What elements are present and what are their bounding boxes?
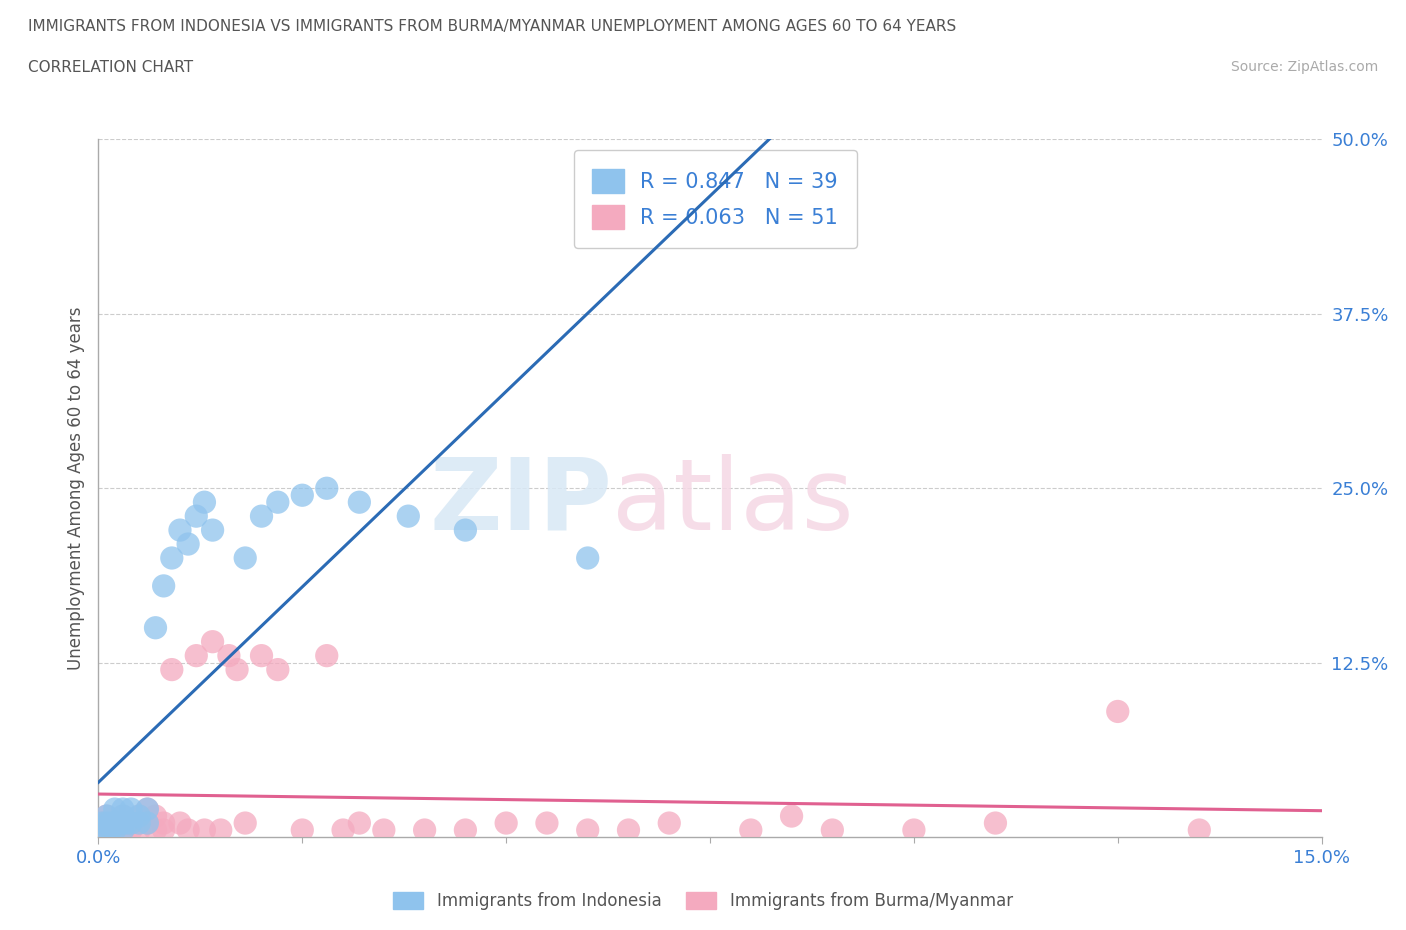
Point [349, 816, 371, 830]
Point [111, 823, 134, 837]
Point [120, 816, 142, 830]
Point [104, 802, 127, 817]
Point [226, 662, 249, 677]
Point [111, 823, 134, 837]
Point [396, 509, 419, 524]
Point [96, 823, 118, 837]
Point [177, 823, 200, 837]
Point [984, 816, 1007, 830]
Point [169, 523, 191, 538]
Point [111, 809, 134, 824]
Point [128, 823, 150, 837]
Point [96, 809, 118, 824]
Text: Source: ZipAtlas.com: Source: ZipAtlas.com [1230, 60, 1378, 74]
Point [136, 816, 159, 830]
Point [780, 809, 803, 824]
Point [454, 523, 477, 538]
Point [136, 816, 159, 830]
Point [209, 823, 232, 837]
Point [315, 481, 337, 496]
Point [96, 816, 118, 830]
Point [91, 823, 114, 837]
Legend: Immigrants from Indonesia, Immigrants from Burma/Myanmar: Immigrants from Indonesia, Immigrants fr… [387, 885, 1019, 917]
Point [100, 816, 122, 830]
Point [454, 823, 477, 837]
Point [193, 495, 215, 510]
Point [177, 537, 200, 551]
Text: atlas: atlas [612, 454, 853, 551]
Point [128, 816, 150, 830]
Point [349, 495, 371, 510]
Point [267, 662, 290, 677]
Point [136, 802, 159, 817]
Point [250, 509, 273, 524]
Point [160, 662, 183, 677]
Point [233, 551, 256, 565]
Point [536, 816, 558, 830]
Point [111, 802, 134, 817]
Point [201, 523, 224, 538]
Point [128, 809, 150, 824]
Point [120, 823, 142, 837]
Point [218, 648, 240, 663]
Point [96, 816, 118, 830]
Text: IMMIGRANTS FROM INDONESIA VS IMMIGRANTS FROM BURMA/MYANMAR UNEMPLOYMENT AMONG AG: IMMIGRANTS FROM INDONESIA VS IMMIGRANTS … [28, 19, 956, 33]
Point [576, 823, 599, 837]
Point [617, 823, 640, 837]
Point [315, 648, 337, 663]
Point [267, 495, 290, 510]
Point [193, 823, 215, 837]
Point [169, 816, 191, 830]
Point [115, 816, 138, 830]
Point [145, 620, 167, 635]
Point [152, 823, 174, 837]
Point [821, 823, 844, 837]
Point [373, 823, 395, 837]
Point [100, 823, 122, 837]
Point [903, 823, 925, 837]
Point [120, 816, 142, 830]
Point [495, 816, 517, 830]
Point [120, 802, 142, 817]
Point [233, 816, 256, 830]
Point [740, 823, 762, 837]
Point [128, 809, 150, 824]
Point [1107, 704, 1129, 719]
Point [108, 816, 131, 830]
Point [91, 816, 114, 830]
Point [186, 509, 208, 524]
Point [91, 823, 114, 837]
Point [111, 816, 134, 830]
Point [201, 634, 224, 649]
Text: ZIP: ZIP [429, 454, 612, 551]
Point [186, 648, 208, 663]
Point [96, 823, 118, 837]
Point [291, 488, 314, 503]
Point [136, 802, 159, 817]
Point [291, 823, 314, 837]
Point [160, 551, 183, 565]
Point [658, 816, 681, 830]
Point [413, 823, 436, 837]
Point [91, 816, 114, 830]
Text: CORRELATION CHART: CORRELATION CHART [28, 60, 193, 75]
Point [145, 823, 167, 837]
Point [104, 816, 127, 830]
Point [576, 551, 599, 565]
Point [145, 809, 167, 824]
Point [152, 816, 174, 830]
Point [104, 816, 127, 830]
Legend: R = 0.847   N = 39, R = 0.063   N = 51: R = 0.847 N = 39, R = 0.063 N = 51 [574, 150, 856, 248]
Point [96, 809, 118, 824]
Point [152, 578, 174, 593]
Point [1188, 823, 1211, 837]
Point [111, 809, 134, 824]
Point [104, 823, 127, 837]
Point [104, 823, 127, 837]
Point [100, 823, 122, 837]
Y-axis label: Unemployment Among Ages 60 to 64 years: Unemployment Among Ages 60 to 64 years [66, 307, 84, 670]
Point [332, 823, 354, 837]
Point [250, 648, 273, 663]
